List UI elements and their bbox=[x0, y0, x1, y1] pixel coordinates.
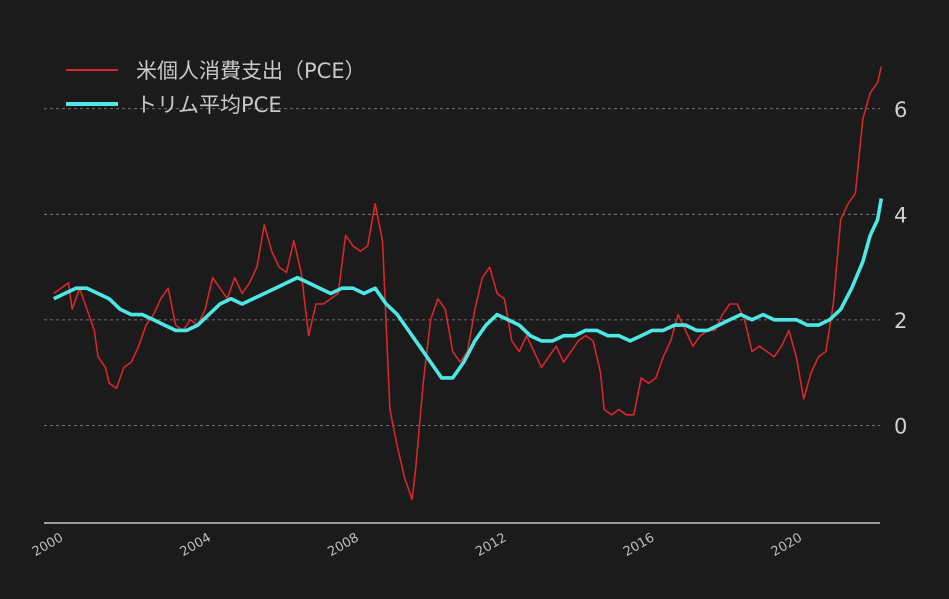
y-tick-label: 2 bbox=[894, 309, 907, 333]
y-tick-label: 0 bbox=[894, 414, 907, 438]
series-line-pce bbox=[53, 66, 883, 501]
series-layer bbox=[52, 66, 884, 501]
y-tick-label: 6 bbox=[894, 98, 907, 122]
x-tick-label: 2004 bbox=[178, 530, 214, 560]
legend-label-pce: 米個人消費支出（PCE） bbox=[136, 59, 366, 83]
x-tick-label: 2012 bbox=[473, 530, 509, 560]
y-tick-label: 4 bbox=[894, 203, 907, 227]
legend-label-trimmed-mean: トリム平均PCE bbox=[136, 93, 282, 117]
legend: 米個人消費支出（PCE） トリム平均PCE bbox=[66, 59, 366, 117]
x-tick-label: 2020 bbox=[769, 530, 805, 560]
gridlines bbox=[44, 108, 880, 426]
x-tick-label: 2016 bbox=[621, 530, 657, 560]
x-axis-ticks: 2000 2004 2008 2012 2016 2020 bbox=[30, 530, 805, 560]
y-axis-ticks: 0 2 4 6 bbox=[894, 98, 907, 439]
x-tick-label: 2000 bbox=[30, 530, 66, 560]
x-tick-label: 2008 bbox=[325, 530, 361, 560]
series-line-trimmed-mean bbox=[52, 198, 884, 380]
